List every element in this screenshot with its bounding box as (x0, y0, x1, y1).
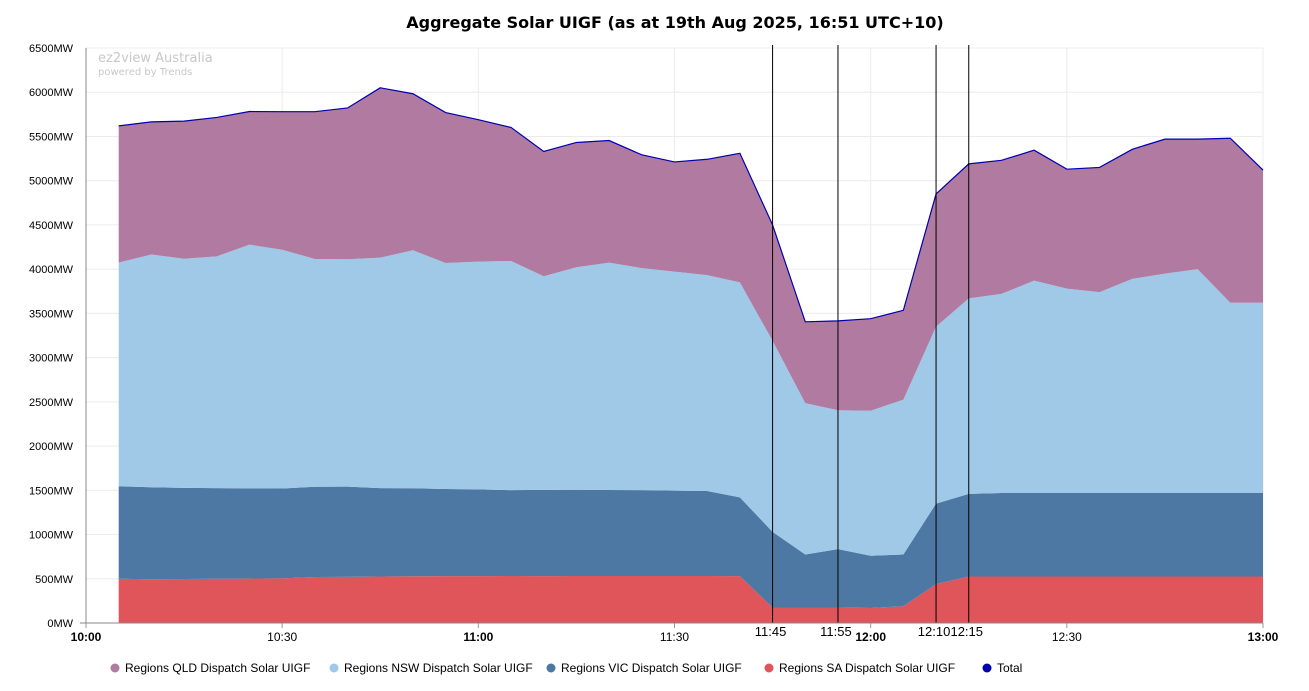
legend-swatch-icon (110, 663, 120, 673)
total-line (118, 87, 1264, 323)
time-marker-label: 12:15 (950, 624, 983, 639)
chart-legend: Regions QLD Dispatch Solar UIGF Regions N… (110, 661, 1022, 675)
time-markers: 11:45 11:55 12:10 12:15 (755, 45, 983, 639)
legend-item: Regions VIC Dispatch Solar UIGF (546, 661, 742, 675)
watermark-title: ez2view Australia (98, 51, 213, 66)
legend-item: Regions NSW Dispatch Solar UIGF (329, 661, 533, 675)
watermark-subtitle: powered by Trends (98, 67, 192, 78)
legend-item: Total (982, 661, 1022, 675)
y-tick-label: 0MW (47, 618, 73, 630)
time-marker-label: 12:10 (918, 624, 951, 639)
chart-watermark: ez2view Australia powered by Trends (98, 51, 213, 78)
y-tick-label: 3000MW (29, 353, 74, 365)
legend-item: Regions SA Dispatch Solar UIGF (764, 661, 955, 675)
y-tick-label: 2000MW (29, 441, 74, 453)
area-regions-sa-dispatch-solar-uigf (118, 575, 1263, 623)
y-tick-label: 5000MW (29, 176, 74, 188)
time-marker-label: 11:55 (820, 624, 852, 639)
legend-label: Regions QLD Dispatch Solar UIGF (125, 661, 310, 675)
legend-label: Regions NSW Dispatch Solar UIGF (344, 661, 533, 675)
x-tick-label: 13:00 (1248, 630, 1279, 644)
legend-swatch-icon (764, 663, 774, 673)
legend-item: Regions QLD Dispatch Solar UIGF (110, 661, 310, 675)
area-regions-qld-dispatch-solar-uigf (118, 87, 1263, 411)
y-tick-label: 3500MW (29, 308, 74, 320)
y-tick-label: 1000MW (29, 530, 74, 542)
x-tick-label: 10:30 (267, 630, 297, 644)
x-tick-label: 12:00 (855, 630, 886, 644)
x-tick-label: 11:30 (660, 630, 689, 644)
area-regions-vic-dispatch-solar-uigf (118, 486, 1263, 608)
time-marker-label: 11:45 (755, 624, 787, 639)
chart-axes: 0MW 500MW 1000MW 1500MW 2000MW 2500MW 3000MW 35… (29, 43, 1279, 644)
y-tick-label: 500MW (35, 574, 74, 586)
y-tick-label: 2500MW (29, 397, 74, 409)
legend-swatch-icon (329, 663, 339, 673)
legend-swatch-icon (982, 663, 992, 673)
x-tick-label: 12:30 (1052, 630, 1082, 644)
x-tick-label: 11:00 (463, 630, 493, 644)
y-tick-label: 1500MW (29, 485, 74, 497)
area-regions-nsw-dispatch-solar-uigf (118, 244, 1263, 556)
legend-swatch-icon (546, 663, 556, 673)
y-tick-label: 4000MW (29, 264, 74, 276)
legend-label: Regions SA Dispatch Solar UIGF (779, 661, 955, 675)
y-tick-label: 6000MW (29, 87, 74, 99)
y-tick-label: 4500MW (29, 220, 74, 232)
chart-areas (118, 87, 1264, 623)
legend-label: Regions VIC Dispatch Solar UIGF (561, 661, 742, 675)
chart-title: Aggregate Solar UIGF (as at 19th Aug 202… (406, 13, 943, 32)
y-tick-label: 6500MW (29, 43, 74, 55)
legend-label: Total (997, 661, 1022, 675)
y-tick-label: 5500MW (29, 131, 74, 143)
x-tick-label: 10:00 (71, 630, 102, 644)
